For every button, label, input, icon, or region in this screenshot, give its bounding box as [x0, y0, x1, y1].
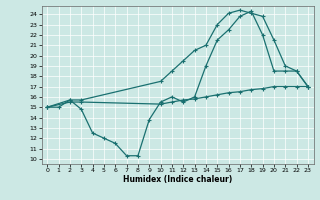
X-axis label: Humidex (Indice chaleur): Humidex (Indice chaleur) [123, 175, 232, 184]
